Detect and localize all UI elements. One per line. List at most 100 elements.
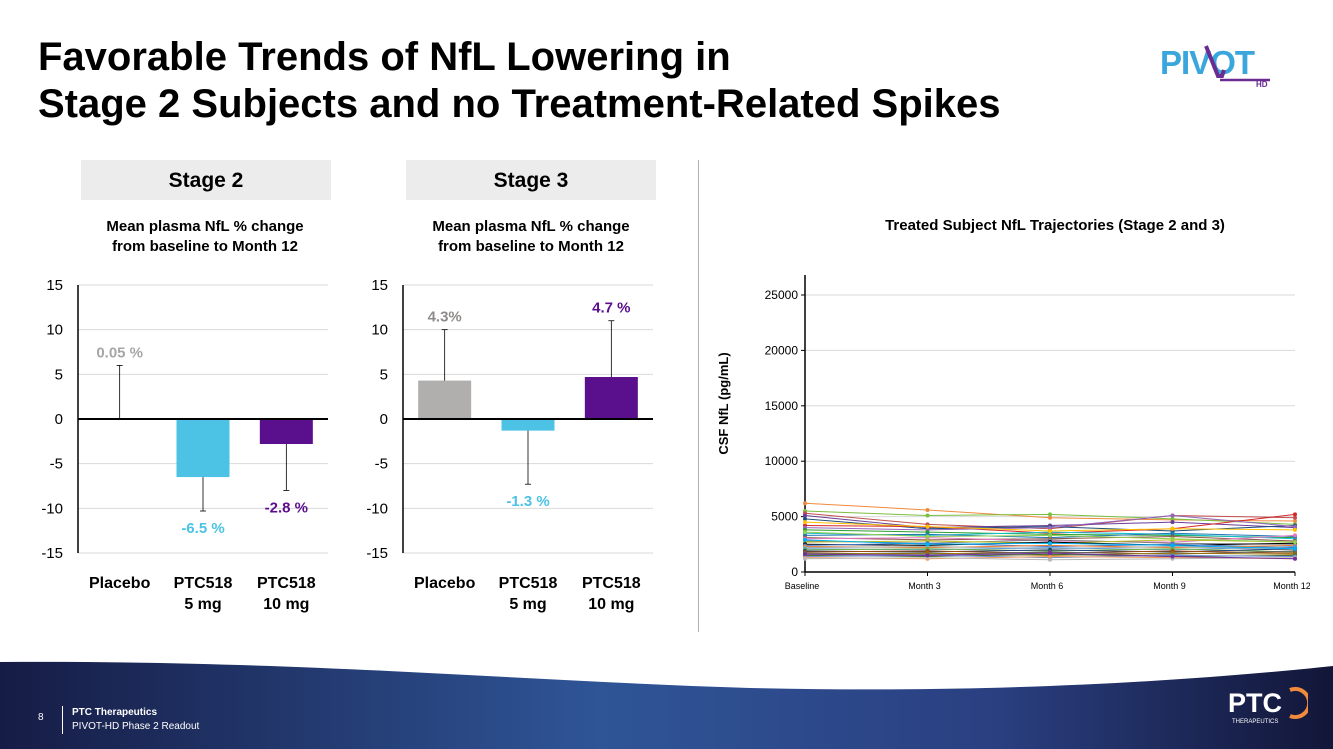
y-tick-label: 20000: [765, 343, 799, 357]
trajectory-point: [1170, 531, 1175, 536]
y-tick-label: 10: [371, 322, 388, 339]
x-tick-label: Month 6: [1031, 581, 1064, 591]
x-tick-label: Month 9: [1153, 581, 1186, 591]
trajectory-point: [803, 537, 807, 542]
stage-2-chart-title-line-2: from baseline to Month 12: [112, 238, 298, 255]
stage-3-chart-title-line-2: from baseline to Month 12: [438, 238, 624, 255]
ptc-therapeutics-logo: PTC THERAPEUTICS: [1228, 687, 1308, 725]
footer-event: PIVOT-HD Phase 2 Readout: [72, 721, 200, 732]
y-tick-label: 15000: [765, 399, 799, 413]
trajectory-point: [803, 513, 807, 518]
x-category-label: 10 mg: [263, 596, 309, 613]
trajectory-point: [1170, 513, 1175, 518]
x-category-label: Placebo: [414, 575, 476, 592]
y-tick-label: 5: [380, 366, 388, 383]
trajectory-point: [1293, 512, 1297, 517]
bar: [501, 419, 555, 431]
trajectory-point: [1170, 516, 1175, 521]
trajectory-point: [1293, 540, 1297, 545]
stage-2-header: Stage 2: [81, 160, 331, 200]
trajectory-point: [925, 524, 930, 529]
trajectory-point: [1048, 512, 1052, 517]
trajectory-point: [1170, 520, 1175, 525]
trajectory-point: [803, 552, 807, 557]
slide-title-line-1: Favorable Trends of NfL Lowering in: [38, 35, 731, 79]
trajectory-point: [1048, 525, 1052, 530]
ptc-logo-subtext: THERAPEUTICS: [1232, 719, 1278, 725]
trajectory-point: [803, 530, 807, 535]
trajectory-point: [1048, 551, 1052, 556]
pivot-hd-logo: PIVOT HD: [1160, 44, 1270, 89]
section-divider: [698, 160, 699, 632]
y-axis-title: CSF NfL (pg/mL): [716, 352, 731, 454]
y-tick-label: 15: [46, 277, 63, 294]
y-tick-label: 5: [55, 366, 63, 383]
trajectory-point: [925, 553, 930, 558]
footer-company: PTC Therapeutics: [72, 707, 158, 718]
x-category-label: 10 mg: [588, 596, 634, 613]
trajectory-point: [1293, 527, 1297, 532]
trajectory-point: [925, 513, 930, 518]
y-tick-label: 0: [791, 565, 798, 579]
data-label: 4.3%: [428, 309, 462, 326]
data-label: 4.7 %: [592, 300, 630, 317]
stage-3-bar-chart: 15 10 5 0 -5 -10 -15 4.3% Placebo -1.3 % PTC518 5 m…: [366, 277, 653, 613]
stage-3-chart-title-line-1: Mean plasma NfL % change: [432, 218, 630, 235]
y-tick-label: -5: [375, 456, 388, 473]
trajectory-point: [803, 516, 807, 521]
stage-2-bar-chart: 15 10 5 0 -5 -10 -15 0.05 % Placebo -6.5 % PTC518 5…: [41, 277, 328, 613]
trajectory-point: [1170, 536, 1175, 541]
trajectory-point: [803, 501, 807, 506]
y-tick-label: -15: [41, 545, 63, 562]
footer-separator: [62, 706, 63, 734]
x-category-label: PTC518: [582, 575, 641, 592]
stage-3-header: Stage 3: [406, 160, 656, 200]
trajectory-point: [1293, 546, 1297, 551]
trajectory-point: [1293, 519, 1297, 524]
slide-title-line-2: Stage 2 Subjects and no Treatment-Relate…: [38, 82, 1001, 126]
trajectory-point: [1170, 526, 1175, 531]
ptc-logo-text: PTC: [1228, 688, 1282, 718]
trajectory-point: [1293, 556, 1297, 561]
hd-logo-text: HD: [1256, 80, 1268, 89]
trajectory-chart-title: Treated Subject NfL Trajectories (Stage …: [885, 217, 1225, 234]
x-tick-label: Month 3: [908, 581, 941, 591]
y-tick-label: 10: [46, 322, 63, 339]
trajectory-point: [1293, 515, 1297, 520]
bar: [259, 419, 313, 445]
trajectory-point: [1048, 541, 1052, 546]
x-category-label: PTC518: [257, 575, 316, 592]
y-tick-label: -10: [41, 500, 63, 517]
trajectory-point: [925, 534, 930, 539]
data-label: -6.5 %: [181, 520, 224, 537]
x-category-label: 5 mg: [509, 596, 546, 613]
trajectory-point: [1048, 529, 1052, 534]
y-tick-label: -5: [50, 456, 63, 473]
y-tick-label: 0: [380, 411, 388, 428]
trajectory-point: [803, 556, 807, 561]
trajectory-line-chart: CSF NfL (pg/mL) 0 5000 10000 15000 20000 25000…: [716, 275, 1310, 591]
trajectory-point: [1293, 524, 1297, 529]
x-category-label: PTC518: [174, 575, 233, 592]
data-label: -1.3 %: [506, 493, 549, 510]
x-category-label: PTC518: [499, 575, 558, 592]
trajectory-point: [1293, 533, 1297, 538]
y-tick-label: -15: [366, 545, 388, 562]
data-label: -2.8 %: [265, 499, 308, 516]
stage-3-chart-title: Mean plasma NfL % change from baseline t…: [386, 217, 676, 257]
footer-band: [0, 661, 1333, 749]
trajectory-point: [1170, 543, 1175, 548]
trajectory-point: [1048, 554, 1052, 559]
stage-2-chart-title-line-1: Mean plasma NfL % change: [106, 218, 304, 235]
y-tick-label: 10000: [765, 454, 799, 468]
x-tick-label: Month 12: [1273, 581, 1310, 591]
page-number: 8: [38, 712, 44, 723]
trajectory-point: [1048, 515, 1052, 520]
y-tick-label: 0: [55, 411, 63, 428]
y-tick-label: 5000: [771, 510, 798, 524]
bar: [584, 377, 638, 419]
bar: [418, 380, 472, 419]
x-category-label: 5 mg: [184, 596, 221, 613]
slide-title: Favorable Trends of NfL Lowering in Stag…: [38, 34, 1001, 128]
trajectory-point: [1048, 557, 1052, 562]
